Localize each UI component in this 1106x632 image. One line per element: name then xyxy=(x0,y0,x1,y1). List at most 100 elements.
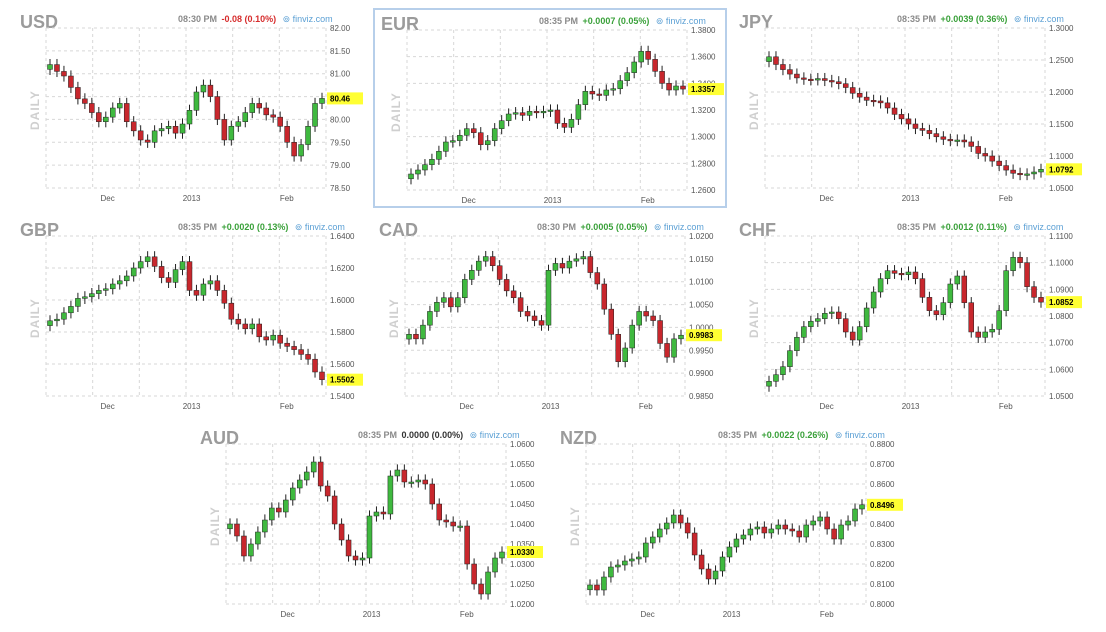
source-link[interactable]: ⊚ finviz.com xyxy=(655,16,706,26)
candle-body xyxy=(733,538,740,548)
candle-body xyxy=(291,142,297,157)
x-tick-label: Feb xyxy=(639,402,653,411)
y-tick-label: 1.3200 xyxy=(691,106,716,115)
candle-body xyxy=(624,72,630,81)
source-link[interactable]: ⊚ finviz.com xyxy=(294,222,345,232)
candle-body xyxy=(580,256,587,260)
source-link[interactable]: ⊚ finviz.com xyxy=(469,430,520,440)
candle-body xyxy=(471,128,477,133)
candle-body xyxy=(933,310,940,315)
candle-body xyxy=(566,260,573,269)
chart-panel-usd[interactable]: USD 08:30 PM -0.08 (0.10%) ⊚ finviz.com … xyxy=(14,8,368,208)
currency-title: CHF xyxy=(739,220,776,240)
candle-body xyxy=(130,267,137,277)
candle-body xyxy=(298,349,304,355)
candle-body xyxy=(671,338,677,358)
candle-body xyxy=(877,100,884,104)
source-label: finviz.com xyxy=(663,222,704,232)
candle-body xyxy=(684,522,691,534)
candle-body xyxy=(256,103,262,109)
y-tick-label: 0.8200 xyxy=(870,560,895,569)
currency-title: NZD xyxy=(560,428,597,448)
source-link[interactable]: ⊚ finviz.com xyxy=(1013,222,1064,232)
candle-body xyxy=(652,59,658,72)
candlestick-chart-gbp: 1.6400 1.6200 1.6000 1.5800 1.5600 1.5400 Dec 2… xyxy=(45,232,363,411)
candle-body xyxy=(96,112,102,122)
candle-body xyxy=(863,307,870,327)
candle-body xyxy=(478,583,484,595)
candle-body xyxy=(276,507,282,513)
candle-body xyxy=(427,311,433,326)
candle-body xyxy=(554,109,561,124)
candle-body xyxy=(773,374,779,382)
chart-panel-jpy[interactable]: JPY 08:35 PM +0.0039 (0.36%) ⊚ finviz.co… xyxy=(733,8,1087,208)
source-link[interactable]: ⊚ finviz.com xyxy=(834,430,885,440)
x-tick-label: 2013 xyxy=(183,194,201,203)
y-tick-label: 1.2500 xyxy=(1049,56,1074,65)
candle-body xyxy=(617,80,623,89)
candle-body xyxy=(82,296,88,299)
y-tick-label: 1.2600 xyxy=(691,186,716,195)
candle-body xyxy=(352,555,359,561)
candle-body xyxy=(954,275,961,285)
candle-body xyxy=(331,495,338,525)
candlestick-chart-usd: 82.0081.5081.0080.5080.0079.5079.0078.50… xyxy=(45,24,363,203)
candle-body xyxy=(789,528,796,532)
y-tick-label: 1.0500 xyxy=(510,480,535,489)
candle-body xyxy=(705,568,712,580)
candle-body xyxy=(312,103,318,127)
candle-body xyxy=(366,515,373,559)
panel-header: 08:35 PM +0.0020 (0.13%) ⊚ finviz.com xyxy=(178,222,345,233)
y-tick-label: 0.9950 xyxy=(689,346,714,355)
chart-panel-chf[interactable]: CHF 08:35 PM +0.0012 (0.11%) ⊚ finviz.co… xyxy=(733,216,1087,416)
candle-body xyxy=(905,118,912,125)
x-tick-label: Dec xyxy=(459,402,473,411)
last-price-box xyxy=(1046,163,1082,176)
candle-body xyxy=(241,535,247,557)
chart-panel-cad[interactable]: CAD 08:30 PM +0.0005 (0.05%) ⊚ finviz.co… xyxy=(373,216,727,416)
candle-body xyxy=(801,326,807,338)
candle-body xyxy=(666,83,672,91)
x-tick-label: Dec xyxy=(640,610,654,619)
candle-body xyxy=(248,543,254,557)
currency-title: CAD xyxy=(379,220,418,240)
chart-panel-gbp[interactable]: GBP 08:35 PM +0.0020 (0.13%) ⊚ finviz.co… xyxy=(14,216,368,416)
candle-body xyxy=(589,91,596,95)
candle-body xyxy=(464,128,470,136)
x-tick-label: 2013 xyxy=(902,402,920,411)
candle-body xyxy=(103,116,109,122)
candle-body xyxy=(401,469,408,483)
candle-body xyxy=(845,520,851,526)
chart-panel-eur[interactable]: EUR 08:35 PM +0.0007 (0.05%) ⊚ finviz.co… xyxy=(373,8,727,208)
candle-body xyxy=(803,524,809,538)
candle-body xyxy=(884,102,891,109)
x-tick-label: Dec xyxy=(461,196,475,205)
x-tick-label: Feb xyxy=(280,402,294,411)
source-label: finviz.com xyxy=(479,430,520,440)
candle-body xyxy=(673,85,679,91)
candle-body xyxy=(787,350,793,367)
candle-body xyxy=(284,126,290,143)
candle-body xyxy=(670,514,677,524)
candle-body xyxy=(207,280,214,285)
candle-body xyxy=(496,265,503,280)
y-tick-label: 1.0350 xyxy=(510,540,535,549)
source-link[interactable]: ⊚ finviz.com xyxy=(282,14,333,24)
candle-body xyxy=(533,111,540,114)
candle-body xyxy=(954,139,961,142)
candle-body xyxy=(824,516,830,530)
candle-body xyxy=(110,107,116,118)
candle-body xyxy=(645,51,651,60)
chart-panel-aud[interactable]: AUD 08:35 PM 0.0000 (0.00%) ⊚ finviz.com… xyxy=(194,424,548,624)
candle-body xyxy=(1003,270,1009,311)
candle-body xyxy=(766,381,772,387)
candle-body xyxy=(678,334,684,340)
candle-body xyxy=(317,461,324,487)
source-link[interactable]: ⊚ finviz.com xyxy=(653,222,704,232)
chart-panel-nzd[interactable]: NZD 08:35 PM +0.0022 (0.26%) ⊚ finviz.co… xyxy=(554,424,908,624)
source-label: finviz.com xyxy=(665,16,706,26)
source-link[interactable]: ⊚ finviz.com xyxy=(1013,14,1064,24)
y-tick-label: 1.1500 xyxy=(1049,120,1074,129)
candle-body xyxy=(919,278,926,298)
x-tick-label: Dec xyxy=(100,194,114,203)
